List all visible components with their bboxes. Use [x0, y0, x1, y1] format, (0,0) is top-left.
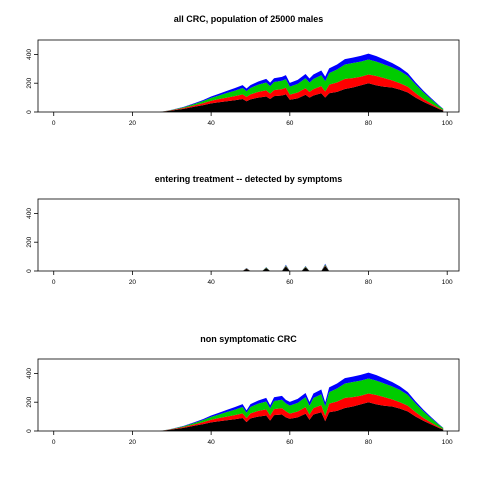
area-series-1: [53, 83, 444, 112]
area-series-2: [53, 265, 444, 271]
chart-panel-3: non symptomatic CRC 0 20 40 60 80 100 0 200 400: [26, 334, 460, 446]
chart-panel-2: entering treatment -- detected by sympto…: [26, 174, 460, 286]
x-tick-label: 0: [52, 439, 56, 446]
x-tick-label: 60: [286, 439, 294, 446]
x-tick-label: 80: [365, 279, 373, 286]
x-tick-label: 40: [208, 120, 216, 127]
x-tick-label: 100: [442, 279, 453, 286]
panel-title: entering treatment -- detected by sympto…: [155, 174, 343, 184]
area-series-3: [53, 59, 444, 112]
plot-frame: [37, 198, 460, 272]
y-tick-label: 0: [26, 110, 33, 114]
panel-title: non symptomatic CRC: [200, 334, 297, 344]
x-tick-label: 60: [286, 279, 294, 286]
x-tick-label: 20: [129, 120, 137, 127]
x-tick-label: 80: [365, 439, 373, 446]
x-tick-label: 0: [52, 120, 56, 127]
y-tick-label: 400: [26, 368, 33, 379]
area-series-3: [53, 378, 444, 431]
x-tick-label: 20: [129, 279, 137, 286]
x-tick-label: 40: [208, 279, 216, 286]
area-series-3: [53, 264, 444, 271]
y-tick-label: 200: [26, 236, 33, 247]
y-tick-label: 200: [26, 77, 33, 88]
x-tick-label: 40: [208, 439, 216, 446]
y-tick-label: 0: [26, 269, 33, 273]
chart-panel-1: all CRC, population of 25000 males 0 20 40 6…: [26, 14, 460, 127]
area-series-2: [53, 393, 444, 431]
y-tick-label: 400: [26, 208, 33, 219]
x-tick-label: 0: [52, 279, 56, 286]
panel-title: all CRC, population of 25000 males: [174, 14, 324, 24]
area-series-2: [53, 74, 444, 112]
y-tick-label: 400: [26, 49, 33, 60]
plot-frame: [37, 39, 460, 113]
x-tick-label: 80: [365, 120, 373, 127]
area-series-4: [53, 263, 444, 271]
x-tick-label: 100: [442, 120, 453, 127]
plot-frame: [37, 358, 460, 432]
x-tick-label: 100: [442, 439, 453, 446]
x-tick-label: 60: [286, 120, 294, 127]
area-series-1: [53, 402, 444, 431]
y-tick-label: 200: [26, 396, 33, 407]
y-tick-label: 0: [26, 429, 33, 433]
area-series-1: [53, 265, 444, 271]
x-tick-label: 20: [129, 439, 137, 446]
